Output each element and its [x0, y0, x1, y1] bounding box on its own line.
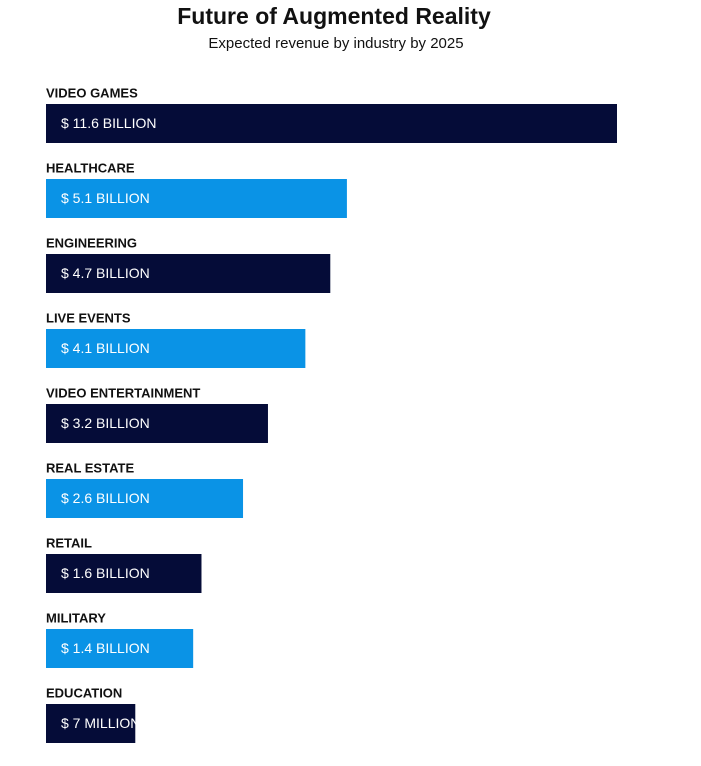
bar: [46, 554, 202, 593]
value-label: $ 7 MILLION: [61, 715, 140, 731]
category-label: REAL ESTATE: [46, 460, 134, 475]
value-label: $ 5.1 BILLION: [61, 190, 150, 206]
category-label: MILITARY: [46, 610, 106, 625]
value-label: $ 2.6 BILLION: [61, 490, 150, 506]
bar: [46, 254, 331, 293]
category-label: LIVE EVENTS: [46, 310, 131, 325]
bar: [46, 404, 268, 443]
bar: [46, 629, 194, 668]
category-label: ENGINEERING: [46, 235, 137, 250]
value-label: $ 3.2 BILLION: [61, 415, 150, 431]
value-label: $ 1.4 BILLION: [61, 640, 150, 656]
value-label: $ 1.6 BILLION: [61, 565, 150, 581]
bar: [46, 704, 136, 743]
category-label: EDUCATION: [46, 685, 122, 700]
category-label: VIDEO ENTERTAINMENT: [46, 385, 200, 400]
value-label: $ 11.6 BILLION: [61, 115, 156, 131]
chart-title: Future of Augmented Reality: [177, 3, 491, 29]
category-label: HEALTHCARE: [46, 160, 135, 175]
chart-subtitle: Expected revenue by industry by 2025: [208, 35, 463, 52]
value-label: $ 4.1 BILLION: [61, 340, 150, 356]
bar: [46, 104, 617, 143]
bar: [46, 179, 347, 218]
value-label: $ 4.7 BILLION: [61, 265, 150, 281]
bar: [46, 329, 306, 368]
bar: [46, 479, 244, 518]
category-label: VIDEO GAMES: [46, 85, 138, 100]
category-label: RETAIL: [46, 535, 92, 550]
